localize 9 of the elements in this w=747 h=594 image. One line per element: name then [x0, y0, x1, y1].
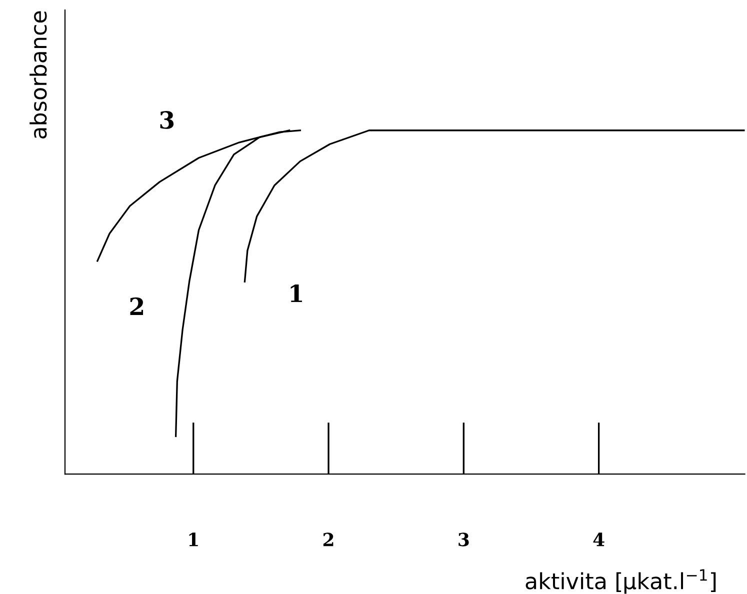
series-label: 3	[160, 111, 174, 129]
x-tick-label: 1	[189, 532, 198, 546]
series-label: 2	[130, 297, 144, 315]
y-axis-title: absorbance	[30, 11, 47, 138]
x-tick-label: 4	[593, 532, 604, 546]
x-tick-label: 2	[323, 532, 334, 546]
series-label: 1	[290, 284, 302, 302]
x-tick-label: 3	[458, 532, 469, 546]
x-axis-title: aktivita [µkat.l$^{−1}$]	[526, 569, 716, 594]
